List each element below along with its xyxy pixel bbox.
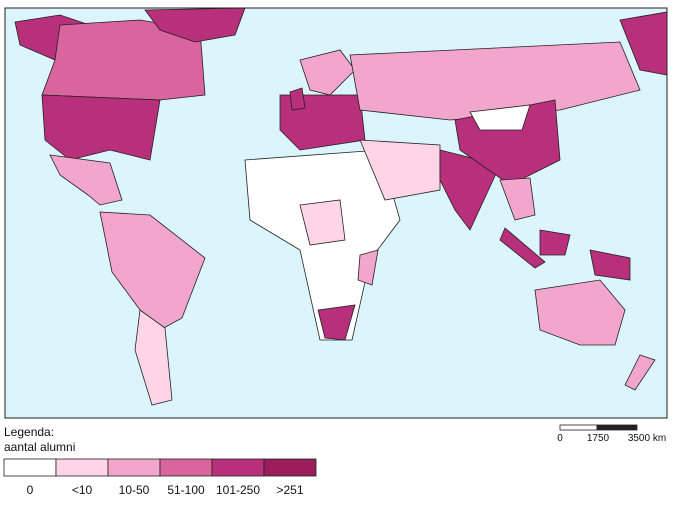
legend-swatch xyxy=(107,458,161,477)
scale-bar: 0 1750 3500 km xyxy=(557,424,666,444)
canada xyxy=(41,19,206,101)
usa xyxy=(41,94,161,161)
south-africa xyxy=(317,304,356,341)
mexico xyxy=(49,154,123,206)
legend-swatch xyxy=(159,458,213,477)
legend-label: 51-100 xyxy=(167,483,205,497)
africa-east xyxy=(357,249,379,286)
legend-label: 10-50 xyxy=(119,483,150,497)
scale-label: 1750 xyxy=(587,433,610,444)
africa-central xyxy=(299,199,346,246)
brazil xyxy=(99,211,206,331)
southern-cone xyxy=(134,309,173,406)
russia-east xyxy=(619,11,668,76)
new-zealand xyxy=(624,354,656,391)
scale-label: 3500 km xyxy=(628,433,666,444)
borneo xyxy=(539,229,571,256)
southeast-asia xyxy=(499,177,536,221)
legend-label: >251 xyxy=(276,483,303,497)
legend-swatch xyxy=(211,458,265,477)
legend-label: 0 xyxy=(27,483,34,497)
legend-swatch xyxy=(263,458,317,477)
scandinavia xyxy=(299,49,356,96)
world-map xyxy=(14,7,668,406)
greenland xyxy=(144,7,246,43)
legend-title: Legenda: xyxy=(4,425,54,439)
legend-swatch xyxy=(55,458,109,477)
new-guinea xyxy=(589,249,631,281)
scale-segment xyxy=(559,424,598,431)
mongolia xyxy=(469,104,531,131)
scale-segment xyxy=(596,424,638,431)
legend-label: 101-250 xyxy=(216,483,260,497)
middle-east xyxy=(359,139,441,201)
legend-subtitle: aantal alumni xyxy=(4,440,75,454)
legend: 0 <10 10-50 51-100 101-250 >251 xyxy=(3,458,317,497)
uk xyxy=(289,87,306,111)
australia xyxy=(534,279,626,346)
legend-label: <10 xyxy=(72,483,93,497)
russia xyxy=(349,41,641,121)
sumatra xyxy=(499,227,546,269)
legend-swatch xyxy=(3,458,57,477)
scale-label: 0 xyxy=(557,433,563,444)
